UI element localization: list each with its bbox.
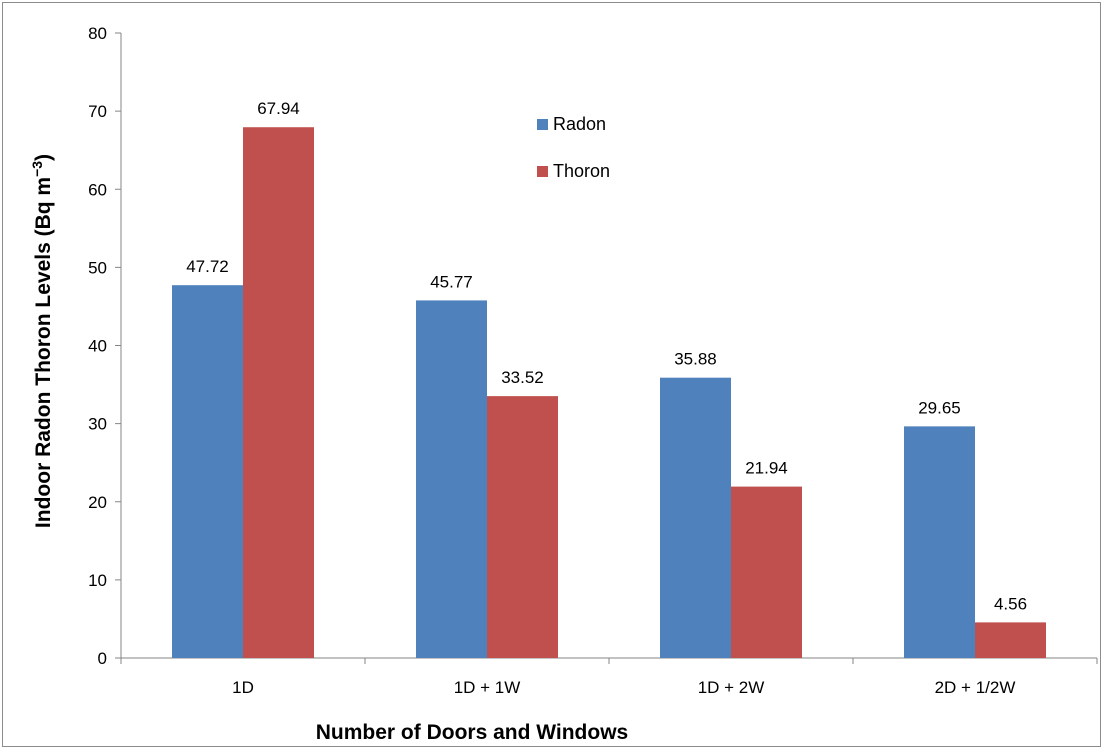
data-label-radon-4: 29.65 — [918, 398, 961, 417]
x-axis-title: Number of Doors and Windows — [316, 721, 628, 744]
legend-swatch-thoron — [537, 166, 548, 177]
legend: Radon Thoron — [537, 114, 610, 181]
legend-swatch-radon — [537, 119, 548, 130]
bar-thoron-3 — [731, 486, 802, 658]
x-tick-label: 2D + 1/2W — [935, 678, 1016, 697]
x-tick-label: 1D — [232, 678, 254, 697]
data-label-thoron-2: 33.52 — [501, 368, 544, 387]
data-label-thoron-4: 4.56 — [994, 594, 1027, 613]
bar-thoron-2 — [487, 396, 558, 658]
bar-radon-3 — [660, 377, 731, 658]
y-tick-label: 80 — [88, 24, 107, 43]
data-label-radon-2: 45.77 — [430, 272, 473, 291]
bar-radon-4 — [904, 426, 975, 658]
bar-radon-2 — [416, 300, 487, 658]
bars — [172, 127, 1046, 658]
data-label-thoron-3: 21.94 — [745, 459, 788, 478]
y-tick-label: 70 — [88, 102, 107, 121]
y-tick-label: 30 — [88, 415, 107, 434]
bar-radon-1 — [172, 285, 243, 658]
y-axis-title-superscript: −3 — [29, 161, 45, 177]
y-tick-label: 20 — [88, 493, 107, 512]
y-tick-label: 60 — [88, 180, 107, 199]
x-axis: 1D 1D + 1W 1D + 2W 2D + 1/2W — [120, 657, 1098, 697]
y-axis: 0 10 20 30 40 50 60 70 80 — [88, 24, 122, 668]
y-tick-label: 10 — [88, 571, 107, 590]
data-labels: 47.72 45.77 35.88 29.65 67.94 33.52 21.94 4.56 — [186, 99, 1027, 613]
x-tick-label: 1D + 2W — [698, 678, 765, 697]
data-label-thoron-1: 67.94 — [257, 99, 300, 118]
y-tick-label: 50 — [88, 258, 107, 277]
bar-thoron-1 — [243, 127, 314, 658]
data-label-radon-1: 47.72 — [186, 257, 229, 276]
chart-svg: 0 10 20 30 40 50 60 70 80 1D 1D + 1W 1D + 2W 2D + 1… — [29, 24, 1098, 744]
bar-thoron-4 — [975, 622, 1046, 658]
y-axis-title: Indoor Radon Thoron Levels (Bq m−3) — [29, 154, 55, 528]
legend-label-radon: Radon — [553, 114, 606, 134]
x-tick-label: 1D + 1W — [454, 678, 521, 697]
legend-label-thoron: Thoron — [553, 161, 610, 181]
y-axis-title-close: ) — [32, 154, 55, 161]
y-tick-label: 0 — [98, 649, 107, 668]
y-axis-title-main: Indoor Radon Thoron Levels (Bq m — [32, 177, 55, 528]
y-tick-label: 40 — [88, 337, 107, 356]
data-label-radon-3: 35.88 — [674, 350, 717, 369]
